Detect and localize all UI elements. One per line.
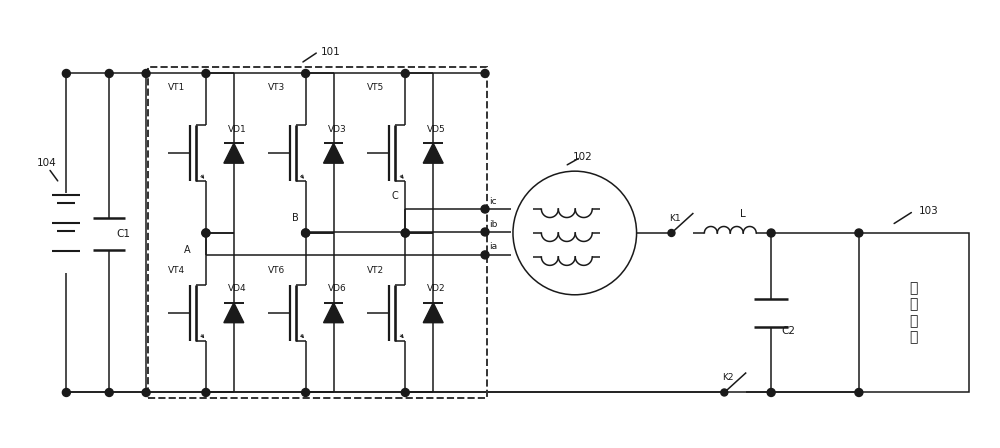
Circle shape bbox=[105, 69, 113, 78]
Circle shape bbox=[721, 389, 728, 396]
Text: 102: 102 bbox=[573, 152, 593, 162]
Text: VD6: VD6 bbox=[328, 284, 346, 293]
Circle shape bbox=[401, 69, 409, 78]
Circle shape bbox=[767, 388, 775, 396]
Text: VD4: VD4 bbox=[228, 284, 246, 293]
Text: C: C bbox=[391, 191, 398, 201]
Circle shape bbox=[481, 205, 489, 213]
Text: VT2: VT2 bbox=[367, 267, 385, 276]
Text: K2: K2 bbox=[722, 373, 734, 382]
Polygon shape bbox=[224, 303, 244, 323]
Text: L: L bbox=[740, 209, 746, 219]
Circle shape bbox=[302, 229, 310, 237]
Text: VT6: VT6 bbox=[268, 267, 285, 276]
Circle shape bbox=[481, 69, 489, 78]
Polygon shape bbox=[324, 143, 343, 163]
Text: VD2: VD2 bbox=[427, 284, 446, 293]
Text: ic: ic bbox=[489, 197, 497, 206]
Circle shape bbox=[202, 229, 210, 237]
Circle shape bbox=[62, 388, 70, 396]
Circle shape bbox=[401, 229, 409, 237]
Polygon shape bbox=[224, 143, 244, 163]
Circle shape bbox=[62, 69, 70, 78]
Text: VT4: VT4 bbox=[168, 267, 185, 276]
Text: C1: C1 bbox=[116, 229, 130, 239]
Text: VD1: VD1 bbox=[228, 125, 247, 134]
Text: VT5: VT5 bbox=[367, 83, 385, 92]
Polygon shape bbox=[324, 303, 343, 323]
Text: VT1: VT1 bbox=[168, 83, 185, 92]
Circle shape bbox=[855, 229, 863, 237]
Circle shape bbox=[105, 388, 113, 396]
Text: C2: C2 bbox=[781, 326, 795, 336]
Text: 101: 101 bbox=[321, 47, 340, 56]
Text: VD3: VD3 bbox=[328, 125, 346, 134]
Circle shape bbox=[202, 388, 210, 396]
Text: ib: ib bbox=[489, 220, 497, 228]
Circle shape bbox=[142, 388, 150, 396]
Circle shape bbox=[481, 228, 489, 236]
Circle shape bbox=[401, 229, 409, 237]
Circle shape bbox=[202, 229, 210, 237]
Circle shape bbox=[302, 388, 310, 396]
Bar bbox=[859, 233, 969, 392]
Circle shape bbox=[481, 251, 489, 259]
Text: K1: K1 bbox=[669, 214, 681, 223]
Text: ia: ia bbox=[489, 242, 497, 251]
Circle shape bbox=[302, 229, 310, 237]
Text: VD5: VD5 bbox=[427, 125, 446, 134]
Text: 103: 103 bbox=[919, 206, 939, 216]
Text: 供
电
模
块: 供 电 模 块 bbox=[910, 281, 918, 344]
Circle shape bbox=[401, 388, 409, 396]
Circle shape bbox=[202, 69, 210, 78]
Circle shape bbox=[302, 69, 310, 78]
Text: 104: 104 bbox=[36, 158, 56, 168]
Text: B: B bbox=[292, 213, 298, 223]
Polygon shape bbox=[423, 303, 443, 323]
Polygon shape bbox=[423, 143, 443, 163]
Circle shape bbox=[142, 69, 150, 78]
Circle shape bbox=[767, 229, 775, 237]
Text: VT3: VT3 bbox=[268, 83, 285, 92]
Text: A: A bbox=[184, 245, 191, 255]
Circle shape bbox=[855, 388, 863, 396]
Bar bbox=[148, 68, 487, 398]
Circle shape bbox=[668, 229, 675, 237]
